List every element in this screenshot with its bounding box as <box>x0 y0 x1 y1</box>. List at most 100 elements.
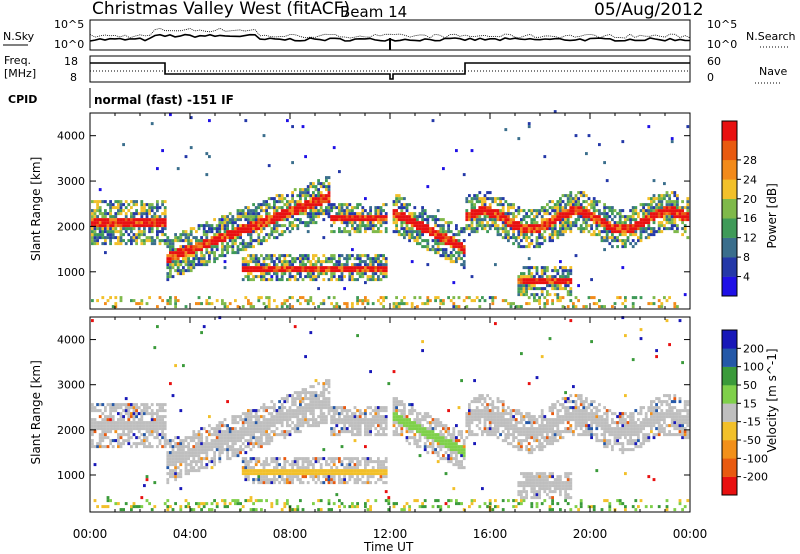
heatmap-cell <box>262 302 266 306</box>
heatmap-cell <box>231 448 235 452</box>
heatmap-cell <box>200 433 203 437</box>
heatmap-cell <box>293 427 297 431</box>
heatmap-cell <box>395 502 398 506</box>
heatmap-cell <box>611 233 614 237</box>
heatmap-cell <box>403 236 406 240</box>
heatmap-cell <box>600 239 604 243</box>
heatmap-cell <box>382 215 385 219</box>
heatmap-cell <box>306 212 310 216</box>
heatmap-cell <box>265 460 268 464</box>
heatmap-cell <box>247 430 250 434</box>
heatmap-cell <box>197 502 201 506</box>
heatmap-cell <box>444 242 448 246</box>
heatmap-cell <box>520 227 523 231</box>
heatmap-cell <box>377 260 380 264</box>
heatmap-cell <box>392 424 396 428</box>
heatmap-cell <box>236 209 240 213</box>
heatmap-cell <box>273 236 276 240</box>
heatmap-cell <box>140 242 144 246</box>
heatmap-cell <box>348 457 352 461</box>
heatmap-cell <box>514 305 518 309</box>
heatmap-cell <box>187 436 190 440</box>
heatmap-cell <box>676 197 679 201</box>
heatmap-cell <box>330 472 333 476</box>
heatmap-cell <box>270 254 274 258</box>
heatmap-cell <box>247 263 250 267</box>
heatmap-cell <box>280 209 284 213</box>
heatmap-cell <box>236 433 240 437</box>
heatmap-cell <box>247 245 250 249</box>
heatmap-cell <box>150 218 154 222</box>
heatmap-cell <box>384 218 388 222</box>
heatmap-cell <box>382 430 385 434</box>
heatmap-cell <box>273 230 276 234</box>
heatmap-cell <box>104 224 107 228</box>
heatmap-cell <box>319 409 323 413</box>
heatmap-cell <box>400 427 404 431</box>
heatmap-cell <box>221 499 224 503</box>
heatmap-cell <box>208 230 211 234</box>
heatmap-cell <box>280 197 284 201</box>
heatmap-cell <box>275 194 279 198</box>
heatmap-cell <box>338 478 341 482</box>
heatmap-cell <box>286 475 289 479</box>
heatmap-cell <box>244 206 248 210</box>
heatmap-cell <box>434 236 437 240</box>
heatmap-cell <box>137 218 141 222</box>
heatmap-cell <box>574 254 578 258</box>
heatmap-cell <box>265 472 268 476</box>
heatmap-cell <box>262 463 266 467</box>
heatmap-cell <box>408 236 411 240</box>
heatmap-cell <box>351 466 354 470</box>
heatmap-cell <box>171 266 175 270</box>
heatmap-cell <box>182 233 185 237</box>
heatmap-cell <box>101 242 105 246</box>
heatmap-cell <box>140 433 144 437</box>
heatmap-cell <box>179 505 183 509</box>
heatmap-cell <box>192 508 196 512</box>
heatmap-cell <box>176 260 180 264</box>
heatmap-cell <box>202 257 206 261</box>
heatmap-cell <box>582 191 586 195</box>
heatmap-cell <box>137 302 141 306</box>
heatmap-cell <box>98 236 102 240</box>
heatmap-cell <box>244 451 248 455</box>
heatmap-cell <box>343 472 346 476</box>
heatmap-cell <box>356 206 359 210</box>
heatmap-cell <box>189 233 193 237</box>
heatmap-cell <box>312 266 315 270</box>
heatmap-cell <box>330 481 333 485</box>
heatmap-cell <box>150 221 154 225</box>
heatmap-cell <box>262 430 266 434</box>
heatmap-cell <box>280 230 284 234</box>
heatmap-cell <box>252 502 255 506</box>
heatmap-cell <box>114 200 118 204</box>
heatmap-cell <box>312 502 315 506</box>
heatmap-cell <box>369 433 372 437</box>
heatmap-cell <box>187 257 190 261</box>
heatmap-cell <box>356 505 359 509</box>
heatmap-cell <box>309 263 313 267</box>
heatmap-cell <box>161 406 164 410</box>
heatmap-cell <box>473 203 476 207</box>
heatmap-cell <box>267 254 271 258</box>
heatmap-cell <box>397 415 401 419</box>
heatmap-cell <box>413 433 417 437</box>
heatmap-cell <box>621 209 625 213</box>
heatmap-cell <box>449 254 453 258</box>
heatmap-cell <box>494 224 497 228</box>
heatmap-cell <box>301 457 305 461</box>
heatmap-cell <box>423 245 427 249</box>
heatmap-cell <box>270 430 274 434</box>
heatmap-cell <box>587 224 591 228</box>
heatmap-cell <box>462 227 466 231</box>
heatmap-cell <box>374 412 378 416</box>
heatmap-cell <box>309 269 313 273</box>
heatmap-cell <box>650 227 653 231</box>
heatmap-cell <box>273 224 276 228</box>
heatmap-cell <box>564 227 567 231</box>
heatmap-cell <box>377 406 380 410</box>
heatmap-cell <box>278 475 281 479</box>
heatmap-cell <box>540 221 544 225</box>
heatmap-cell <box>283 478 287 482</box>
